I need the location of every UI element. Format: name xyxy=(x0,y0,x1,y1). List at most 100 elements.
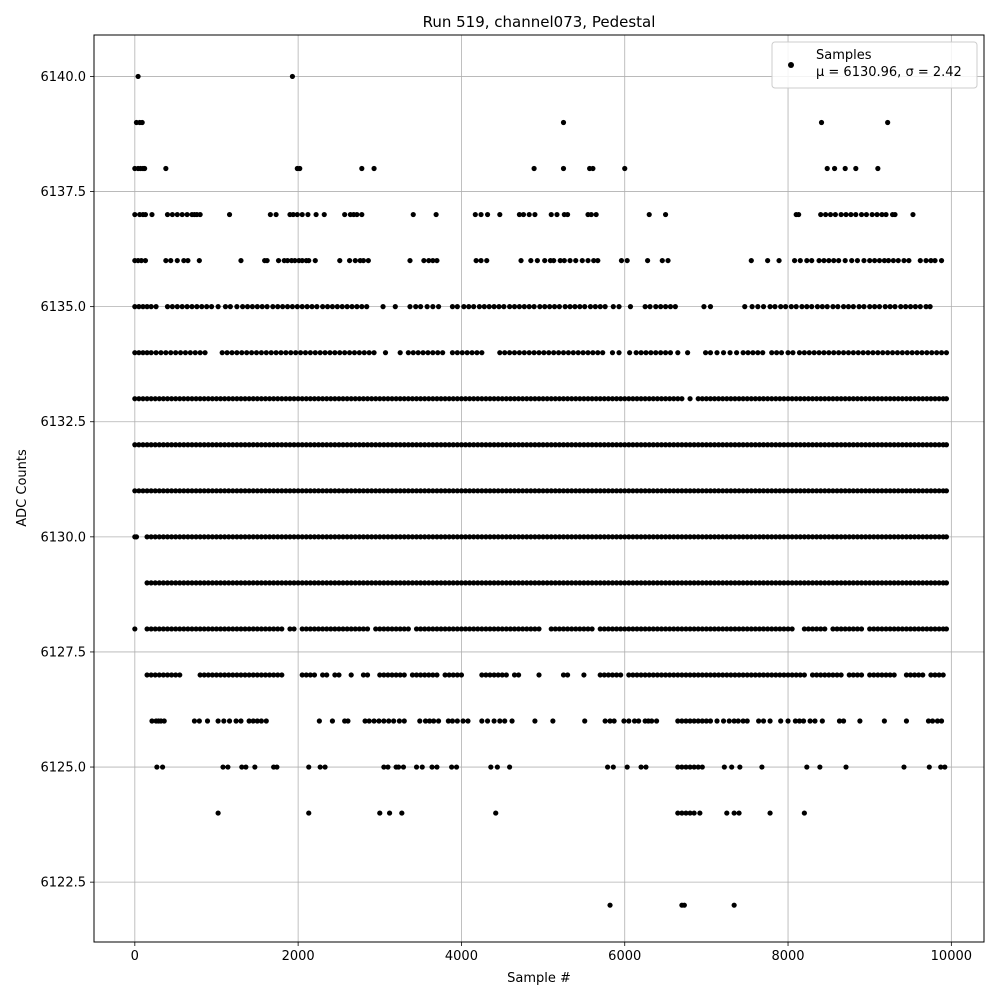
data-point xyxy=(932,580,938,586)
data-point xyxy=(400,764,407,770)
data-point xyxy=(585,350,591,356)
data-point xyxy=(182,350,189,356)
data-point xyxy=(453,764,460,770)
data-point xyxy=(185,488,191,494)
data-point xyxy=(458,580,465,586)
data-point xyxy=(732,626,738,632)
data-point xyxy=(662,580,669,586)
data-point xyxy=(360,257,367,264)
data-point xyxy=(201,672,207,678)
data-point xyxy=(744,488,750,494)
data-point xyxy=(340,488,346,494)
data-point xyxy=(732,396,738,402)
data-point xyxy=(469,350,475,356)
data-point xyxy=(773,488,779,494)
data-point xyxy=(168,580,175,586)
data-point xyxy=(711,580,718,586)
data-point xyxy=(152,672,158,678)
data-point xyxy=(222,672,228,678)
data-point xyxy=(507,534,514,540)
data-point xyxy=(883,580,889,586)
data-point xyxy=(181,257,187,264)
data-point xyxy=(573,396,579,402)
data-point xyxy=(449,350,456,356)
data-point xyxy=(536,580,542,586)
data-point xyxy=(250,396,256,402)
data-point xyxy=(585,442,591,448)
data-point xyxy=(701,304,707,310)
data-point xyxy=(769,488,775,494)
data-point xyxy=(536,442,542,448)
data-point xyxy=(364,580,371,586)
data-point xyxy=(891,488,897,494)
data-point xyxy=(767,718,773,724)
data-point xyxy=(691,718,697,724)
data-point xyxy=(499,672,505,678)
data-point xyxy=(695,534,701,540)
data-point xyxy=(174,304,180,310)
data-point xyxy=(785,672,791,678)
data-point xyxy=(903,396,910,402)
data-point xyxy=(845,350,852,356)
data-point xyxy=(491,534,497,540)
data-point xyxy=(642,672,648,678)
data-point xyxy=(760,350,766,356)
data-point xyxy=(410,350,416,356)
data-point xyxy=(662,626,669,632)
data-point xyxy=(332,626,338,632)
data-point xyxy=(173,442,179,448)
data-point xyxy=(911,534,918,540)
data-point xyxy=(474,350,480,356)
data-point xyxy=(760,580,767,586)
data-point xyxy=(234,672,240,678)
data-point xyxy=(548,396,554,402)
data-point xyxy=(205,396,211,402)
data-point xyxy=(311,534,318,540)
data-point xyxy=(197,350,203,356)
data-point xyxy=(797,442,803,448)
data-point xyxy=(450,672,456,678)
data-point xyxy=(528,488,534,494)
data-point xyxy=(266,672,273,678)
data-point xyxy=(569,396,575,402)
data-point xyxy=(745,350,751,356)
data-point xyxy=(483,626,489,632)
data-point xyxy=(789,626,795,632)
data-point xyxy=(806,350,812,356)
data-point xyxy=(695,488,701,494)
data-point xyxy=(860,350,866,356)
data-point xyxy=(736,672,742,678)
data-point xyxy=(422,396,428,402)
data-point xyxy=(885,350,891,356)
data-point xyxy=(462,442,469,448)
data-point xyxy=(699,534,705,540)
data-point xyxy=(605,488,612,494)
data-point xyxy=(144,350,150,356)
data-point xyxy=(311,442,318,448)
data-point xyxy=(405,350,411,356)
data-point xyxy=(499,626,505,632)
data-point xyxy=(373,396,379,402)
data-point xyxy=(720,626,726,632)
data-point xyxy=(834,534,840,540)
data-point xyxy=(409,442,416,448)
data-point xyxy=(736,626,742,632)
data-point xyxy=(724,810,730,816)
data-point xyxy=(313,211,319,218)
data-point xyxy=(724,626,730,632)
data-point xyxy=(460,718,466,724)
data-point xyxy=(687,396,693,402)
data-point xyxy=(340,626,346,632)
data-point xyxy=(875,165,881,172)
data-point xyxy=(458,442,465,448)
data-point xyxy=(356,396,362,402)
data-point xyxy=(831,350,837,356)
data-point xyxy=(418,488,424,494)
data-point xyxy=(564,488,571,494)
data-point xyxy=(140,442,146,448)
data-point xyxy=(305,211,311,218)
data-point xyxy=(748,396,754,402)
data-point xyxy=(458,672,465,678)
data-point xyxy=(881,257,887,264)
data-point xyxy=(907,534,914,540)
